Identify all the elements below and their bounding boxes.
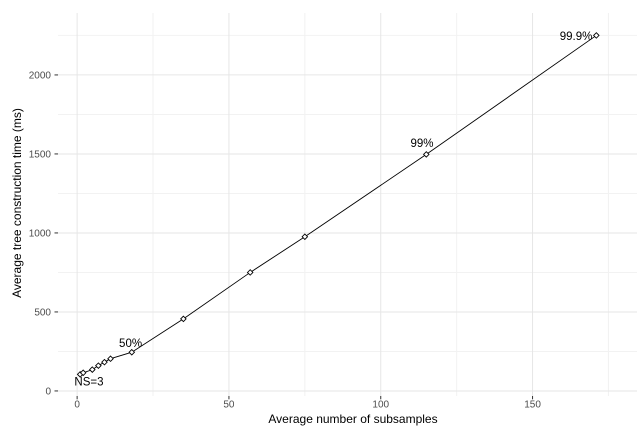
annotation-label: 50%	[119, 338, 142, 350]
x-tick-label: 100	[372, 400, 389, 411]
data-point-diamond	[592, 32, 600, 39]
annotation-label: 99%	[411, 138, 434, 150]
data-point-diamond	[101, 358, 108, 366]
data-point-diamond	[88, 366, 96, 373]
data-point-diamond	[107, 355, 114, 363]
data-point-diamond	[180, 315, 187, 323]
x-tick-label: 0	[74, 400, 80, 411]
data-point-diamond	[422, 151, 430, 158]
y-tick-label: 1500	[29, 149, 52, 160]
y-axis-title: Average tree construction time (ms)	[10, 108, 24, 298]
data-point-diamond	[301, 233, 309, 241]
annotation-label: NS=3	[74, 376, 103, 388]
annotation-label: 99.9%	[560, 31, 593, 43]
data-point-diamond	[95, 362, 102, 369]
y-tick-label: 0	[45, 386, 51, 397]
y-tick-label: 500	[34, 307, 51, 318]
x-tick-label: 50	[223, 400, 235, 411]
x-tick-label: 150	[524, 400, 541, 411]
data-point-diamond	[128, 348, 136, 356]
y-tick-label: 1000	[29, 228, 52, 239]
data-point-diamond	[79, 369, 87, 377]
y-tick-label: 2000	[29, 70, 52, 81]
data-point-diamond	[246, 269, 254, 276]
x-axis-title: Average number of subsamples	[268, 412, 438, 426]
